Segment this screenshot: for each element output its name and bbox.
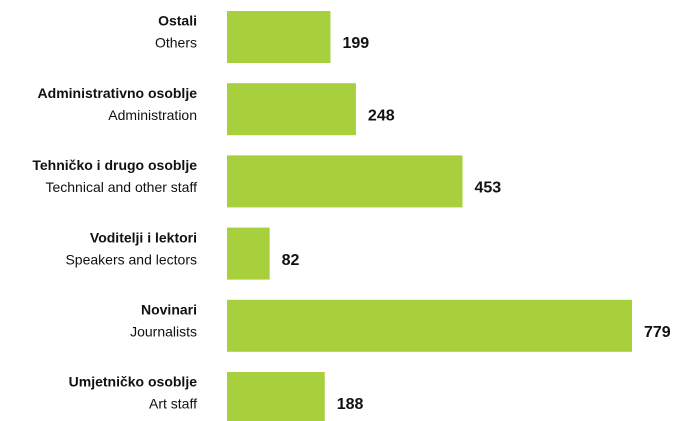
value-label: 188 bbox=[337, 396, 364, 413]
category-label: Novinari bbox=[141, 302, 197, 318]
category-translation: Administration bbox=[108, 107, 197, 123]
bar bbox=[227, 227, 270, 280]
bar bbox=[227, 155, 463, 208]
bar bbox=[227, 372, 325, 421]
category-translation: Others bbox=[155, 35, 197, 51]
category-label: Tehničko i drugo osoblje bbox=[32, 157, 197, 173]
category-label: Voditelji i lektori bbox=[90, 229, 197, 245]
value-label: 248 bbox=[368, 107, 395, 124]
category-translation: Art staff bbox=[149, 396, 197, 412]
value-label: 199 bbox=[342, 35, 369, 52]
category-translation: Journalists bbox=[130, 324, 197, 340]
category-translation: Technical and other staff bbox=[45, 179, 197, 195]
category-label: Umjetničko osoblje bbox=[69, 374, 198, 390]
category-label: Administrativno osoblje bbox=[38, 85, 198, 101]
bar bbox=[227, 83, 356, 136]
bar bbox=[227, 11, 331, 63]
value-label: 82 bbox=[282, 252, 300, 269]
category-translation: Speakers and lectors bbox=[65, 251, 197, 267]
value-label: 453 bbox=[475, 180, 502, 197]
bar bbox=[227, 299, 632, 352]
value-label: 779 bbox=[644, 324, 671, 341]
category-label: Ostali bbox=[158, 13, 197, 29]
